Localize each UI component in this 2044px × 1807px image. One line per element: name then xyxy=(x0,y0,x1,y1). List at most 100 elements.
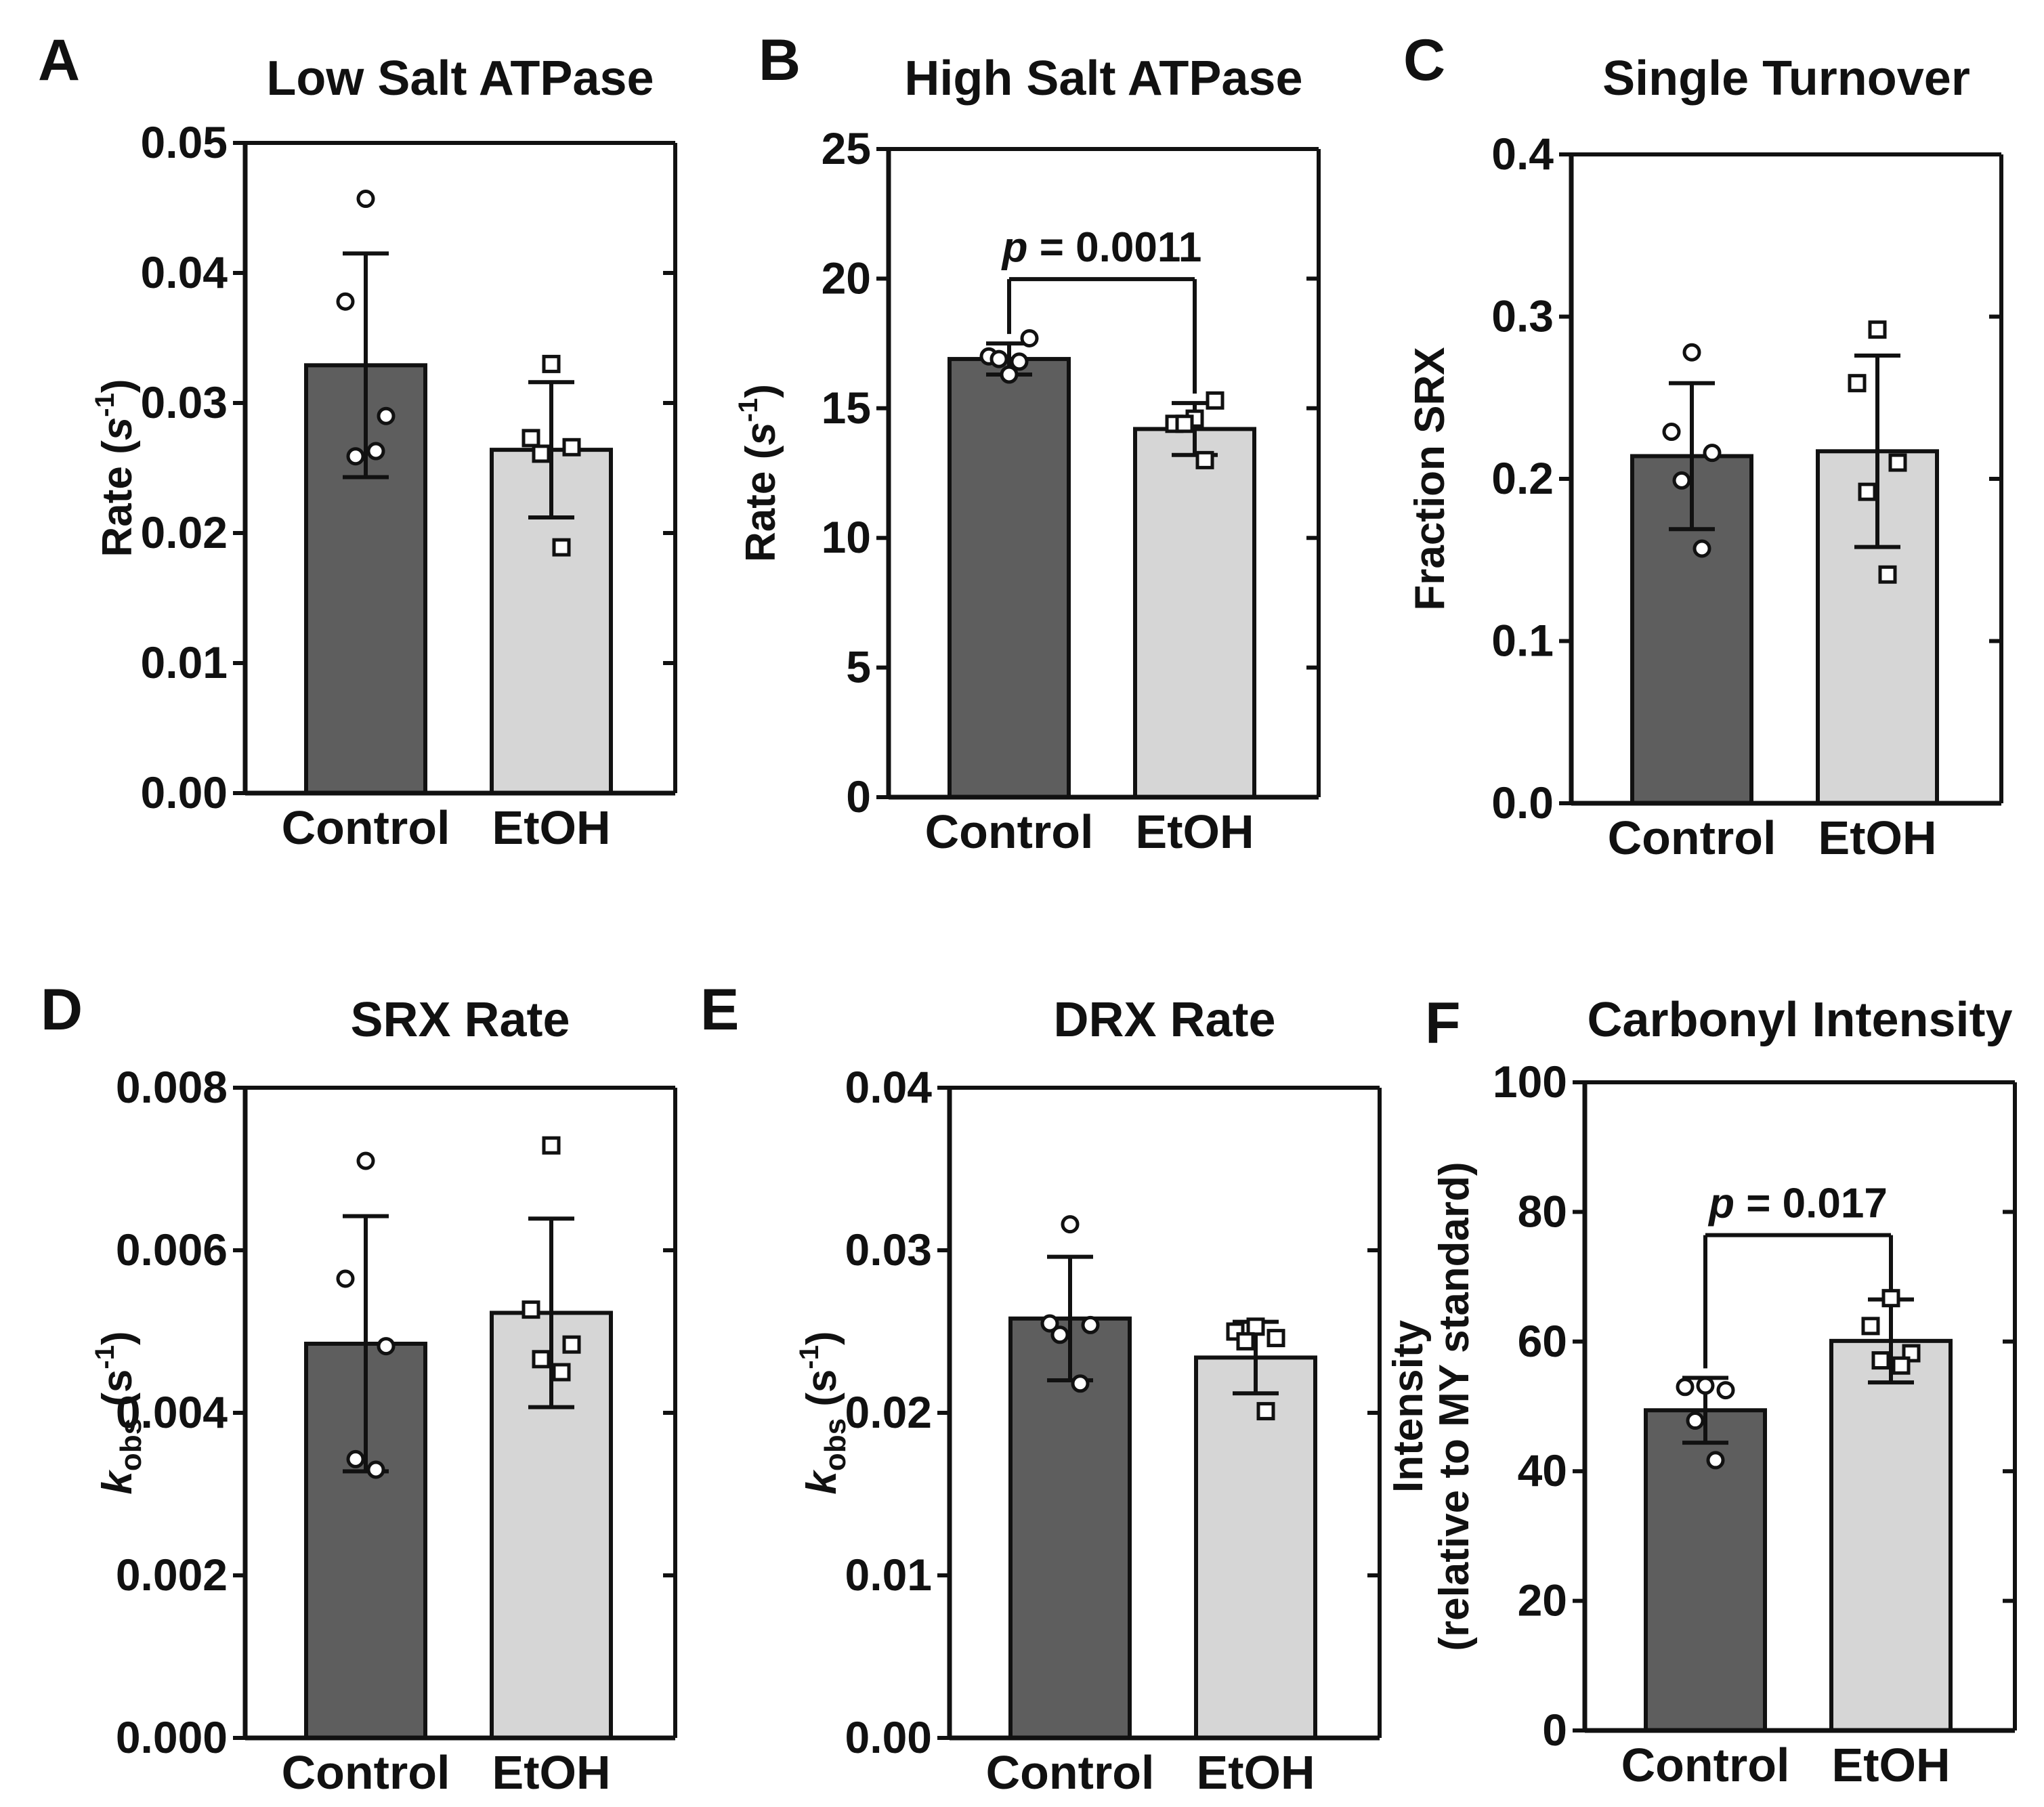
y-tick-label: 100 xyxy=(1493,1057,1567,1107)
data-point-etoh xyxy=(1246,1317,1265,1336)
y-tick-label: 0 xyxy=(1542,1705,1567,1755)
data-point-etoh xyxy=(1868,320,1887,339)
error-bar-etoh xyxy=(528,380,574,519)
y-axis-title-superscript: -1 xyxy=(794,1345,824,1369)
data-point-control xyxy=(1703,444,1722,463)
y-tick-label: 20 xyxy=(1518,1575,1567,1625)
data-point-control xyxy=(356,190,375,209)
data-point-control xyxy=(366,442,385,461)
data-point-control xyxy=(1696,1376,1715,1395)
x-tick-label-etoh: EtOH xyxy=(1136,805,1254,858)
y-axis-title-unit-open: (s xyxy=(799,1369,845,1418)
bar-control xyxy=(948,357,1071,799)
y-tick-label: 25 xyxy=(822,123,871,173)
p-value-space xyxy=(1027,224,1039,271)
data-point-etoh xyxy=(562,1335,581,1354)
panel-title: DRX Rate xyxy=(1053,993,1275,1047)
data-point-etoh xyxy=(532,1350,551,1369)
p-value-text: = 0.0011 xyxy=(1040,224,1202,271)
data-point-etoh xyxy=(1266,1329,1285,1348)
panel-title: High Salt ATPase xyxy=(904,51,1302,106)
y-tick-label: 0.4 xyxy=(1491,129,1554,179)
data-point-control xyxy=(1020,328,1039,347)
data-point-etoh xyxy=(1848,374,1867,393)
data-point-etoh xyxy=(1881,1289,1900,1308)
y-tick-label: 0.02 xyxy=(141,507,228,557)
data-point-etoh xyxy=(521,429,540,448)
y-tick-label: 0.04 xyxy=(141,247,228,297)
data-point-control xyxy=(346,1449,365,1468)
panel-letter: F xyxy=(1425,991,1461,1056)
panel-e: E DRX Rate Control EtOH 0.00 0.01 0.02 0.03 0.04… xyxy=(700,977,1382,1799)
data-point-etoh xyxy=(521,1300,540,1319)
x-tick-label-control: Control xyxy=(925,805,1094,858)
panel-letter: A xyxy=(38,28,80,93)
y-tick-label: 0.004 xyxy=(116,1387,228,1437)
y-axis-title-unit-close: ) xyxy=(799,1331,845,1345)
data-point-etoh xyxy=(542,1136,561,1155)
data-point-etoh xyxy=(552,1363,571,1382)
data-point-etoh xyxy=(1878,565,1897,584)
data-point-etoh xyxy=(1206,391,1225,410)
bar-etoh xyxy=(1194,1355,1317,1740)
data-point-control xyxy=(1682,343,1701,362)
x-tick-label-etoh: EtOH xyxy=(1197,1746,1315,1799)
panel-c: C Single Turnover Control EtOH 0.0 0.1 0.2 0.3 0… xyxy=(1403,28,2003,864)
bar-etoh xyxy=(1829,1338,1953,1732)
x-tick-label-control: Control xyxy=(1621,1739,1790,1791)
x-tick-label-control: Control xyxy=(282,1746,450,1799)
y-axis-title-superscript: -1 xyxy=(90,393,120,417)
y-axis-title: Rate (s-1) xyxy=(90,379,141,557)
bar-control xyxy=(1644,1408,1767,1732)
data-point-etoh xyxy=(1861,1317,1880,1336)
y-tick-label: 15 xyxy=(822,383,871,433)
y-tick-label: 0.05 xyxy=(141,117,228,167)
data-point-control xyxy=(336,1269,355,1288)
p-value-space xyxy=(1734,1181,1746,1227)
x-tick-label-etoh: EtOH xyxy=(492,801,611,854)
data-point-etoh xyxy=(542,354,561,373)
data-point-etoh xyxy=(1858,482,1877,501)
panel-letter: D xyxy=(41,977,83,1042)
data-point-control xyxy=(1686,1411,1705,1430)
data-point-etoh xyxy=(552,538,571,557)
data-point-control xyxy=(366,1460,385,1479)
y-tick-label: 0.04 xyxy=(845,1062,933,1112)
y-tick-label: 0.3 xyxy=(1491,291,1554,341)
data-point-control xyxy=(1010,352,1029,371)
data-point-etoh xyxy=(1892,1356,1911,1375)
y-tick-label: 0.2 xyxy=(1491,453,1554,503)
data-point-control xyxy=(1040,1314,1059,1333)
bar-etoh xyxy=(1133,427,1256,799)
data-point-control xyxy=(1676,1378,1695,1397)
y-axis-title-symbol: k xyxy=(799,1469,845,1495)
data-point-control xyxy=(1716,1381,1735,1400)
data-point-control xyxy=(989,349,1008,368)
data-point-etoh xyxy=(1888,453,1907,472)
error-bar-etoh xyxy=(528,1216,574,1409)
y-axis-title-unit-open: (s xyxy=(94,1369,141,1418)
x-tick-label-etoh: EtOH xyxy=(1832,1739,1951,1791)
y-axis-title-subscript: obs xyxy=(819,1418,852,1471)
y-axis-title-superscript: -1 xyxy=(90,1345,120,1369)
p-value-label: p = 0.0011 xyxy=(1001,224,1202,271)
y-axis-title-symbol: k xyxy=(94,1469,141,1495)
y-axis-title: kobs (s-1) xyxy=(794,1331,852,1494)
data-point-control xyxy=(1706,1451,1725,1470)
panel-title: Low Salt ATPase xyxy=(266,51,654,106)
x-tick-label-etoh: EtOH xyxy=(492,1746,611,1799)
panel-letter: B xyxy=(759,28,801,93)
p-value-symbol: p xyxy=(1707,1181,1734,1227)
y-axis-title-unit: s xyxy=(94,417,141,440)
y-tick-label: 60 xyxy=(1518,1316,1567,1366)
data-point-control xyxy=(346,447,365,466)
data-point-etoh xyxy=(1871,1351,1890,1370)
y-tick-label: 0.1 xyxy=(1491,616,1554,666)
panel-letter: E xyxy=(700,977,739,1042)
error-bar-control xyxy=(1669,381,1715,532)
panel-letter: C xyxy=(1403,28,1445,93)
data-point-control xyxy=(336,292,355,311)
p-value-text: = 0.017 xyxy=(1746,1181,1888,1227)
data-point-etoh xyxy=(1256,1402,1275,1421)
y-tick-label: 80 xyxy=(1518,1186,1567,1236)
